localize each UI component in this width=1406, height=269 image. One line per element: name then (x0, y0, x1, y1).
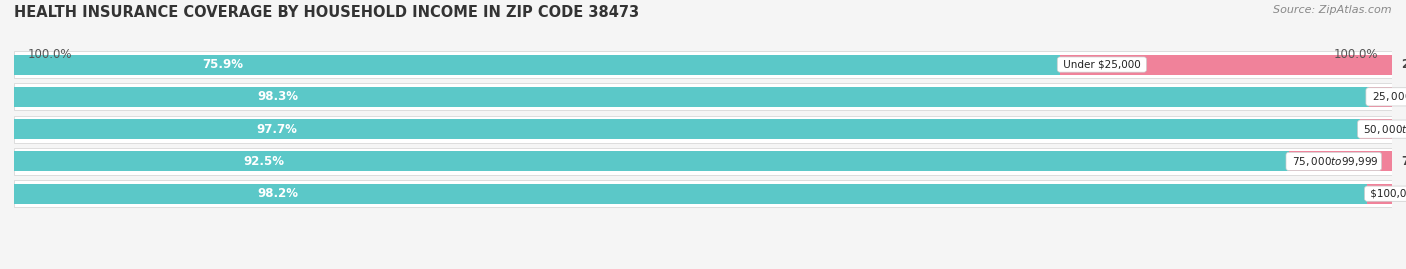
Text: 97.7%: 97.7% (256, 123, 297, 136)
Text: 24.1%: 24.1% (1402, 58, 1406, 71)
Text: $25,000 to $49,999: $25,000 to $49,999 (1368, 90, 1406, 103)
Text: Source: ZipAtlas.com: Source: ZipAtlas.com (1274, 5, 1392, 15)
Bar (1368, 87, 1392, 107)
Bar (14, 148, 1392, 175)
Text: 2.3%: 2.3% (1402, 123, 1406, 136)
Bar (1360, 119, 1392, 139)
Text: Under $25,000: Under $25,000 (1060, 59, 1144, 70)
Bar (14, 83, 1392, 110)
Bar (14, 116, 1392, 143)
Text: $50,000 to $74,999: $50,000 to $74,999 (1360, 123, 1406, 136)
Text: 7.5%: 7.5% (1402, 155, 1406, 168)
Bar (14, 184, 1367, 204)
Bar (1367, 184, 1393, 204)
Text: 1.7%: 1.7% (1402, 90, 1406, 103)
Text: 1.9%: 1.9% (1403, 187, 1406, 200)
Bar (1060, 55, 1392, 75)
Bar (14, 151, 1289, 171)
Bar (14, 180, 1392, 207)
Bar (14, 55, 1060, 75)
Text: $100,000 and over: $100,000 and over (1367, 189, 1406, 199)
Bar (14, 119, 1360, 139)
Text: 98.2%: 98.2% (257, 187, 298, 200)
Text: 100.0%: 100.0% (28, 48, 72, 61)
Text: 75.9%: 75.9% (202, 58, 243, 71)
Text: $75,000 to $99,999: $75,000 to $99,999 (1289, 155, 1379, 168)
Text: 98.3%: 98.3% (257, 90, 299, 103)
Bar (1289, 151, 1392, 171)
Bar (14, 51, 1392, 78)
Text: HEALTH INSURANCE COVERAGE BY HOUSEHOLD INCOME IN ZIP CODE 38473: HEALTH INSURANCE COVERAGE BY HOUSEHOLD I… (14, 5, 640, 20)
Text: 92.5%: 92.5% (243, 155, 284, 168)
Text: 100.0%: 100.0% (1334, 48, 1378, 61)
Bar (14, 87, 1368, 107)
